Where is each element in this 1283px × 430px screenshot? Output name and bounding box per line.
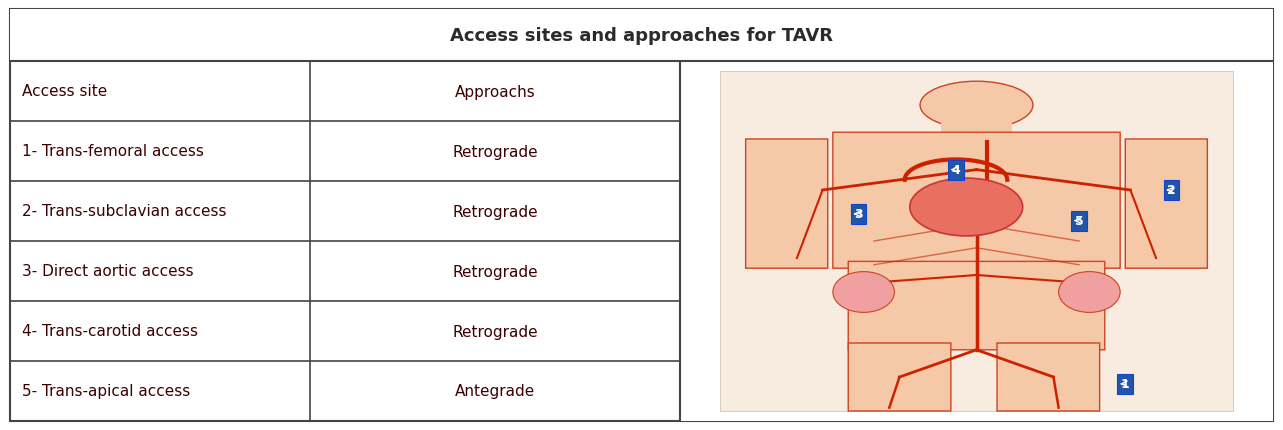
Text: Access sites and approaches for TAVR: Access sites and approaches for TAVR bbox=[450, 27, 833, 45]
Bar bbox=[720, 72, 1233, 411]
Text: Retrograde: Retrograde bbox=[452, 264, 538, 279]
FancyBboxPatch shape bbox=[1125, 140, 1207, 269]
Text: Approachs: Approachs bbox=[454, 84, 535, 99]
Text: 5: 5 bbox=[1075, 215, 1083, 227]
Text: 4- Trans-carotid access: 4- Trans-carotid access bbox=[22, 324, 198, 339]
FancyBboxPatch shape bbox=[848, 262, 1105, 350]
Bar bbox=[10, 10, 1273, 62]
Text: 3- Direct aortic access: 3- Direct aortic access bbox=[22, 264, 194, 279]
Bar bbox=[680, 62, 1273, 421]
Text: Retrograde: Retrograde bbox=[452, 324, 538, 339]
Text: 1: 1 bbox=[1121, 378, 1129, 390]
Text: Retrograde: Retrograde bbox=[452, 204, 538, 219]
Text: 1- Trans-femoral access: 1- Trans-femoral access bbox=[22, 144, 204, 159]
Ellipse shape bbox=[910, 179, 1023, 237]
FancyBboxPatch shape bbox=[848, 343, 951, 411]
Text: 4: 4 bbox=[952, 164, 961, 177]
Text: Retrograde: Retrograde bbox=[452, 144, 538, 159]
Text: 2- Trans-subclavian access: 2- Trans-subclavian access bbox=[22, 204, 227, 219]
Text: Antegrade: Antegrade bbox=[455, 384, 535, 399]
Text: 5- Trans-apical access: 5- Trans-apical access bbox=[22, 384, 190, 399]
Text: 3: 3 bbox=[854, 208, 863, 221]
Bar bbox=[940, 109, 1012, 140]
Ellipse shape bbox=[1058, 272, 1120, 313]
Ellipse shape bbox=[920, 82, 1033, 129]
Text: 2: 2 bbox=[1168, 184, 1175, 197]
Text: Access site: Access site bbox=[22, 84, 108, 99]
FancyBboxPatch shape bbox=[833, 133, 1120, 269]
FancyBboxPatch shape bbox=[997, 343, 1100, 411]
Ellipse shape bbox=[833, 272, 894, 313]
FancyBboxPatch shape bbox=[745, 140, 828, 269]
